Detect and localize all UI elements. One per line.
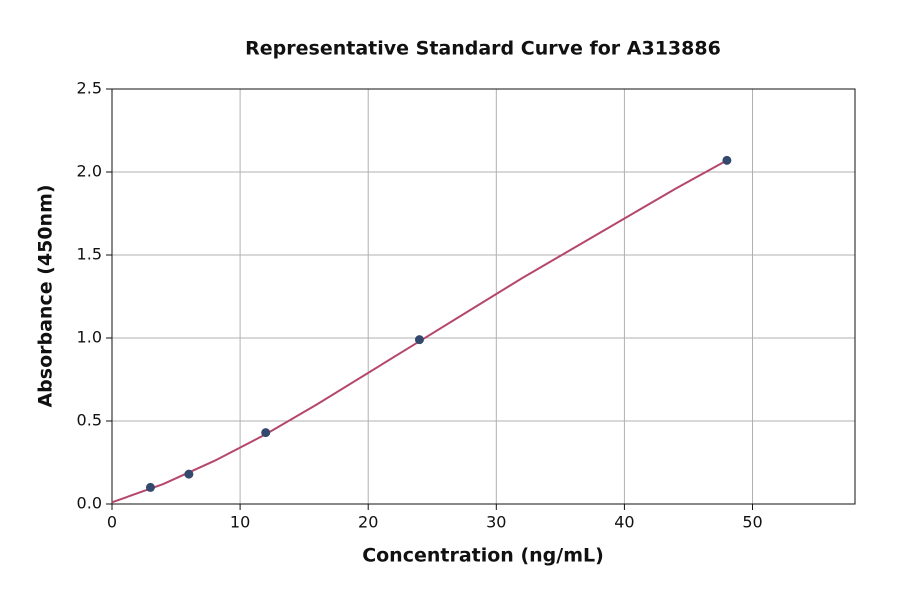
- x-tick-label: 30: [486, 513, 506, 532]
- y-tick-label: 1.5: [77, 245, 102, 264]
- data-point: [722, 155, 732, 165]
- y-tick-label: 2.5: [77, 79, 102, 98]
- x-tick-label: 20: [358, 513, 378, 532]
- data-point: [145, 482, 155, 492]
- y-axis-label: Absorbance (450nm): [35, 184, 57, 407]
- data-point: [184, 469, 194, 479]
- y-tick-label: 0.5: [77, 411, 102, 430]
- fit-curve: [111, 159, 728, 504]
- y-tick-label: 0.0: [77, 494, 102, 513]
- x-tick-label: 0: [107, 513, 117, 532]
- y-tick-label: 1.0: [77, 328, 102, 347]
- plot-frame: [111, 88, 856, 505]
- y-tick-label: 2.0: [77, 162, 102, 181]
- chart-title: Representative Standard Curve for A31388…: [245, 38, 721, 60]
- data-point: [414, 335, 424, 345]
- x-tick-label: 10: [230, 513, 250, 532]
- x-axis-label: Concentration (ng/mL): [362, 545, 604, 567]
- data-point: [261, 428, 271, 438]
- x-tick-label: 40: [614, 513, 634, 532]
- x-tick-label: 50: [742, 513, 762, 532]
